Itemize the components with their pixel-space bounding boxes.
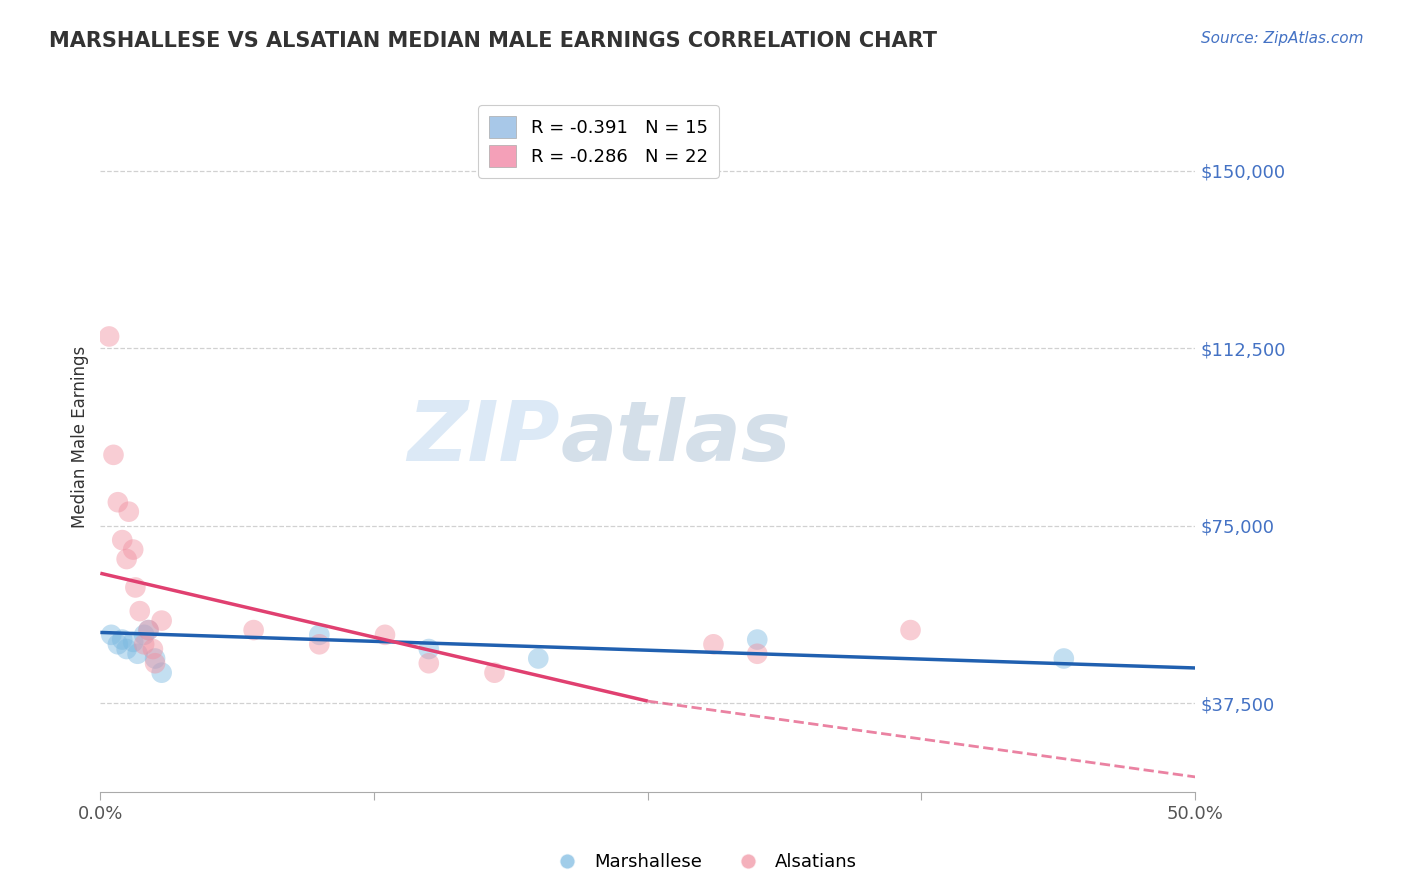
Point <box>747 632 769 647</box>
Y-axis label: Median Male Earnings: Median Male Earnings <box>72 346 89 528</box>
Point <box>118 505 141 519</box>
Point <box>702 637 724 651</box>
Point <box>900 623 922 637</box>
Point <box>128 604 150 618</box>
Point <box>122 542 145 557</box>
Legend: Marshallese, Alsatians: Marshallese, Alsatians <box>543 847 863 879</box>
Point <box>103 448 125 462</box>
Point <box>418 642 440 657</box>
Point <box>150 614 173 628</box>
Point <box>374 628 396 642</box>
Point <box>484 665 506 680</box>
Text: Source: ZipAtlas.com: Source: ZipAtlas.com <box>1201 31 1364 46</box>
Point <box>115 642 138 657</box>
Point <box>134 637 156 651</box>
Point <box>143 657 166 671</box>
Point <box>308 628 330 642</box>
Text: MARSHALLESE VS ALSATIAN MEDIAN MALE EARNINGS CORRELATION CHART: MARSHALLESE VS ALSATIAN MEDIAN MALE EARN… <box>49 31 938 51</box>
Point <box>134 628 156 642</box>
Point <box>747 647 769 661</box>
Point <box>1053 651 1076 665</box>
Point <box>122 635 145 649</box>
Point <box>143 651 166 665</box>
Point <box>150 665 173 680</box>
Point <box>107 495 129 509</box>
Point <box>98 329 121 343</box>
Point <box>242 623 264 637</box>
Text: ZIP: ZIP <box>408 397 560 477</box>
Point <box>111 533 134 547</box>
Point <box>127 647 149 661</box>
Legend: R = -0.391   N = 15, R = -0.286   N = 22: R = -0.391 N = 15, R = -0.286 N = 22 <box>478 105 718 178</box>
Point <box>418 657 440 671</box>
Point <box>100 628 122 642</box>
Point <box>527 651 550 665</box>
Point <box>138 623 160 637</box>
Point <box>115 552 138 566</box>
Point <box>308 637 330 651</box>
Point <box>111 632 134 647</box>
Point <box>124 581 146 595</box>
Point <box>142 642 165 657</box>
Point <box>107 637 129 651</box>
Text: atlas: atlas <box>560 397 790 477</box>
Point <box>138 623 160 637</box>
